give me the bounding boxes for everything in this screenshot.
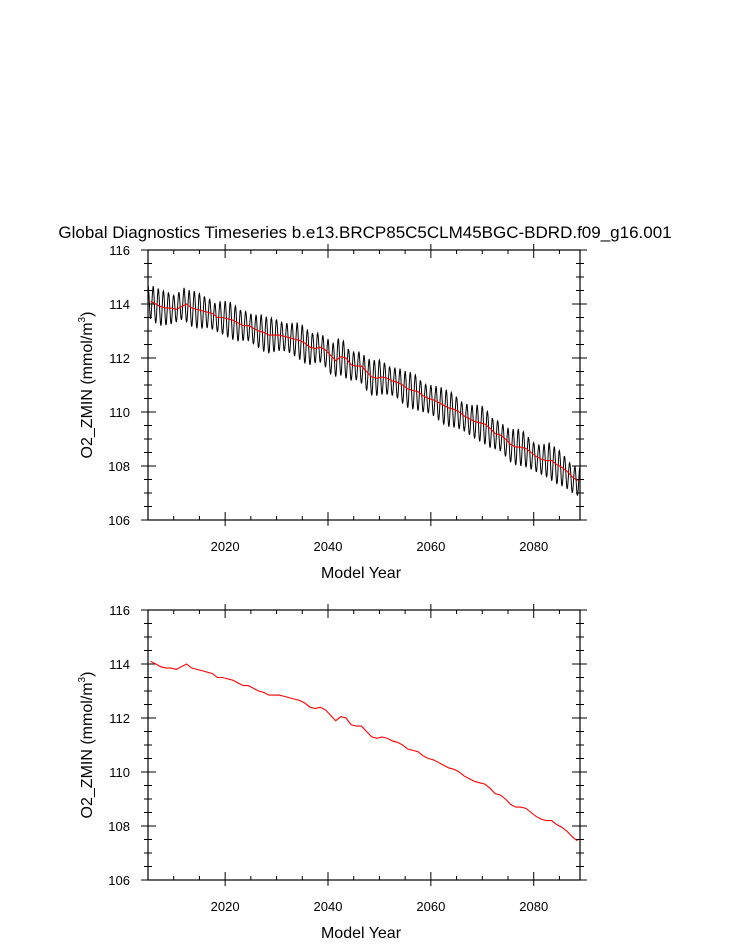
bottom-panel: 2020 2040 2060 2080 106 108 110 112 114 116 Model … <box>77 603 587 942</box>
y-tick-label: 116 <box>109 603 130 618</box>
y-tick-label: 112 <box>109 711 130 726</box>
x-tick-label: 2080 <box>519 539 548 554</box>
annual-mean-line <box>150 300 578 482</box>
y-axis-label: O2_ZMIN (mmol/m3) <box>77 672 96 819</box>
y-tick-label: 110 <box>109 765 130 780</box>
top-panel: 2020 2040 2060 2080 106 108 110 112 114 116 Model … <box>77 243 587 582</box>
y-tick-label: 108 <box>108 459 130 474</box>
x-tick-label: 2020 <box>211 539 240 554</box>
y-tick-label: 106 <box>108 873 130 888</box>
x-tick-label: 2060 <box>416 539 445 554</box>
y-axis-label-superscript: 3 <box>77 676 88 682</box>
y-axis-label-superscript: 3 <box>77 316 88 322</box>
y-axis-label: O2_ZMIN (mmol/m3) <box>77 312 96 459</box>
y-tick-label: 106 <box>108 513 130 528</box>
x-tick-label: 2040 <box>314 539 343 554</box>
y-tick-label: 110 <box>109 405 130 420</box>
chart-title: Global Diagnostics Timeseries b.e13.BRCP… <box>58 223 671 242</box>
y-tick-label: 114 <box>109 297 130 312</box>
annual-mean-line <box>150 660 578 842</box>
y-axis-label-close: ) <box>79 312 96 317</box>
y-tick-label: 112 <box>109 351 130 366</box>
plot-frame <box>147 609 581 881</box>
x-tick-label: 2040 <box>314 899 343 914</box>
x-axis-label: Model Year <box>321 925 402 942</box>
y-tick-label: 114 <box>109 657 130 672</box>
y-axis-label-base: O2_ZMIN (mmol/m <box>79 682 96 818</box>
y-axis-label-base: O2_ZMIN (mmol/m <box>79 322 96 458</box>
y-axis-label-close: ) <box>79 672 96 677</box>
plot-frame <box>147 249 581 521</box>
x-tick-label: 2020 <box>211 899 240 914</box>
y-tick-label: 108 <box>108 819 130 834</box>
y-tick-label: 116 <box>109 243 130 258</box>
monthly-series-line <box>148 285 580 496</box>
x-axis-label: Model Year <box>321 565 402 582</box>
x-tick-label: 2080 <box>519 899 548 914</box>
x-tick-label: 2060 <box>416 899 445 914</box>
